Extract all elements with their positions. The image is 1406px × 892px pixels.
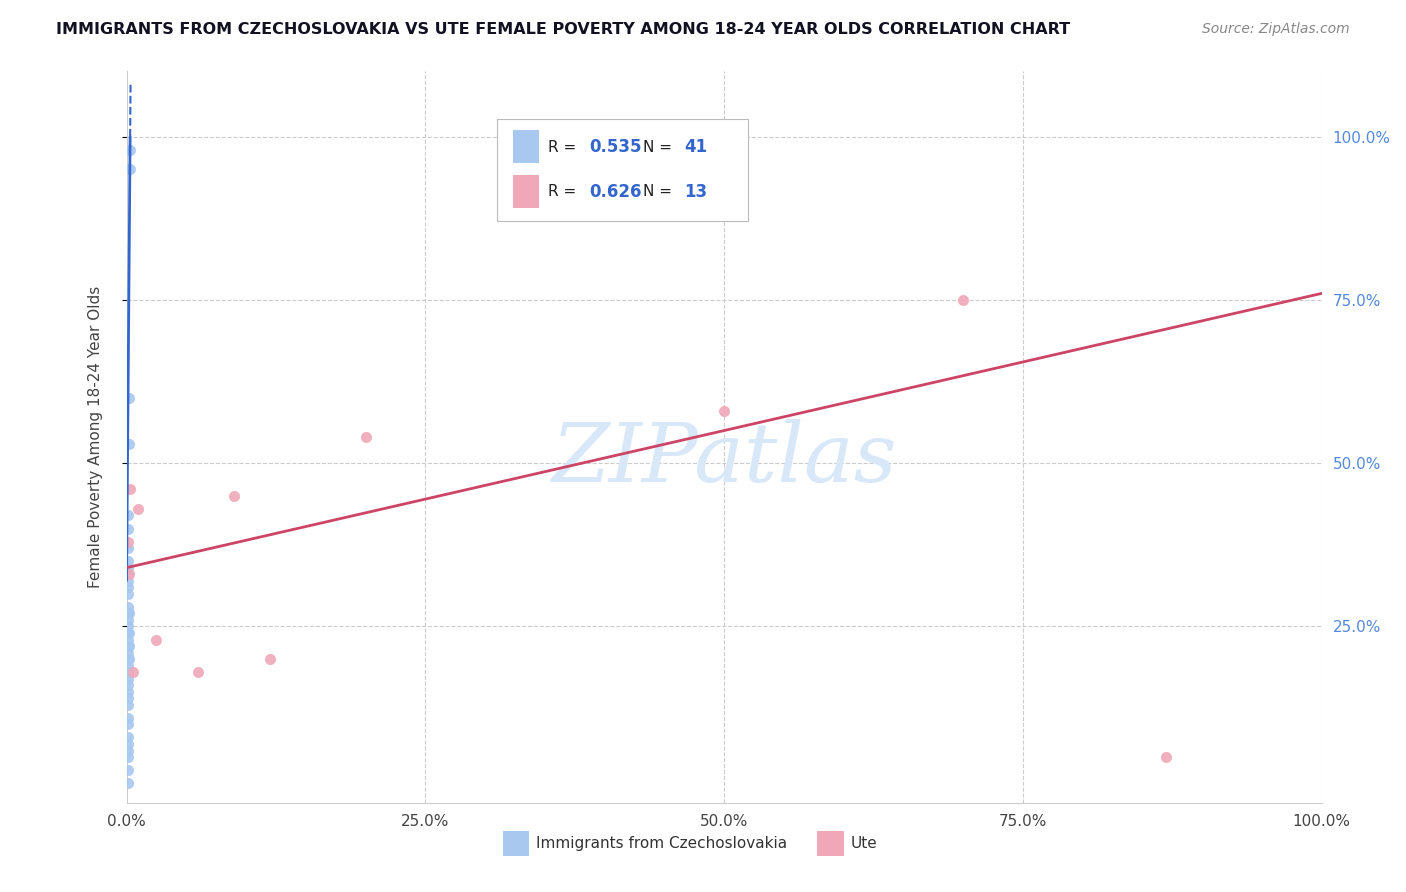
Point <box>118 639 141 653</box>
Point <box>117 560 139 574</box>
Point <box>117 619 139 633</box>
Point <box>117 763 139 777</box>
Point <box>118 391 141 405</box>
Point <box>117 639 139 653</box>
Point <box>117 554 139 568</box>
Text: Ute: Ute <box>851 837 877 851</box>
Point <box>117 626 139 640</box>
Text: Source: ZipAtlas.com: Source: ZipAtlas.com <box>1202 22 1350 37</box>
Point <box>117 587 139 601</box>
FancyBboxPatch shape <box>498 119 748 221</box>
Text: R =: R = <box>548 185 582 199</box>
Point <box>145 632 167 647</box>
Point <box>354 430 377 444</box>
Bar <box>513 130 538 163</box>
Text: 0.535: 0.535 <box>589 138 641 156</box>
Text: 13: 13 <box>685 183 707 201</box>
Point <box>117 731 139 745</box>
Point <box>117 508 139 523</box>
Point <box>117 599 139 614</box>
Point <box>118 567 141 582</box>
Text: R =: R = <box>548 139 582 154</box>
Point <box>117 534 139 549</box>
Point <box>952 293 974 307</box>
Point <box>118 652 141 666</box>
Point <box>117 776 139 790</box>
Point <box>117 567 139 582</box>
Point <box>117 737 139 751</box>
Point <box>120 143 142 157</box>
Point <box>117 691 139 706</box>
Point <box>117 698 139 712</box>
Text: ZIPatlas: ZIPatlas <box>551 419 897 499</box>
Point <box>117 574 139 588</box>
Point <box>713 404 735 418</box>
Point <box>117 541 139 555</box>
Point <box>120 162 142 177</box>
Point <box>117 711 139 725</box>
Point <box>121 665 143 680</box>
Point <box>259 652 281 666</box>
Text: N =: N = <box>643 139 676 154</box>
Text: 0.626: 0.626 <box>589 183 641 201</box>
Point <box>117 613 139 627</box>
Point <box>117 717 139 731</box>
Text: 41: 41 <box>685 138 707 156</box>
Point <box>117 607 139 621</box>
Point <box>117 658 139 673</box>
Point <box>1154 750 1177 764</box>
Point <box>117 580 139 594</box>
Point <box>187 665 209 680</box>
Point <box>117 665 139 680</box>
Point <box>117 672 139 686</box>
Point <box>118 626 141 640</box>
Point <box>118 607 141 621</box>
Point <box>127 502 149 516</box>
Point <box>222 489 246 503</box>
Point <box>117 743 139 757</box>
Y-axis label: Female Poverty Among 18-24 Year Olds: Female Poverty Among 18-24 Year Olds <box>89 286 103 588</box>
Bar <box>513 175 538 208</box>
Point <box>117 652 139 666</box>
Text: N =: N = <box>643 185 676 199</box>
Point <box>117 632 139 647</box>
Point <box>117 685 139 699</box>
Point <box>120 483 142 497</box>
Point <box>118 436 141 450</box>
Point <box>117 521 139 535</box>
Point <box>117 646 139 660</box>
Point <box>117 678 139 692</box>
Point <box>117 750 139 764</box>
Text: Immigrants from Czechoslovakia: Immigrants from Czechoslovakia <box>537 837 787 851</box>
Text: IMMIGRANTS FROM CZECHOSLOVAKIA VS UTE FEMALE POVERTY AMONG 18-24 YEAR OLDS CORRE: IMMIGRANTS FROM CZECHOSLOVAKIA VS UTE FE… <box>56 22 1070 37</box>
Bar <box>817 830 844 856</box>
Bar <box>503 830 529 856</box>
